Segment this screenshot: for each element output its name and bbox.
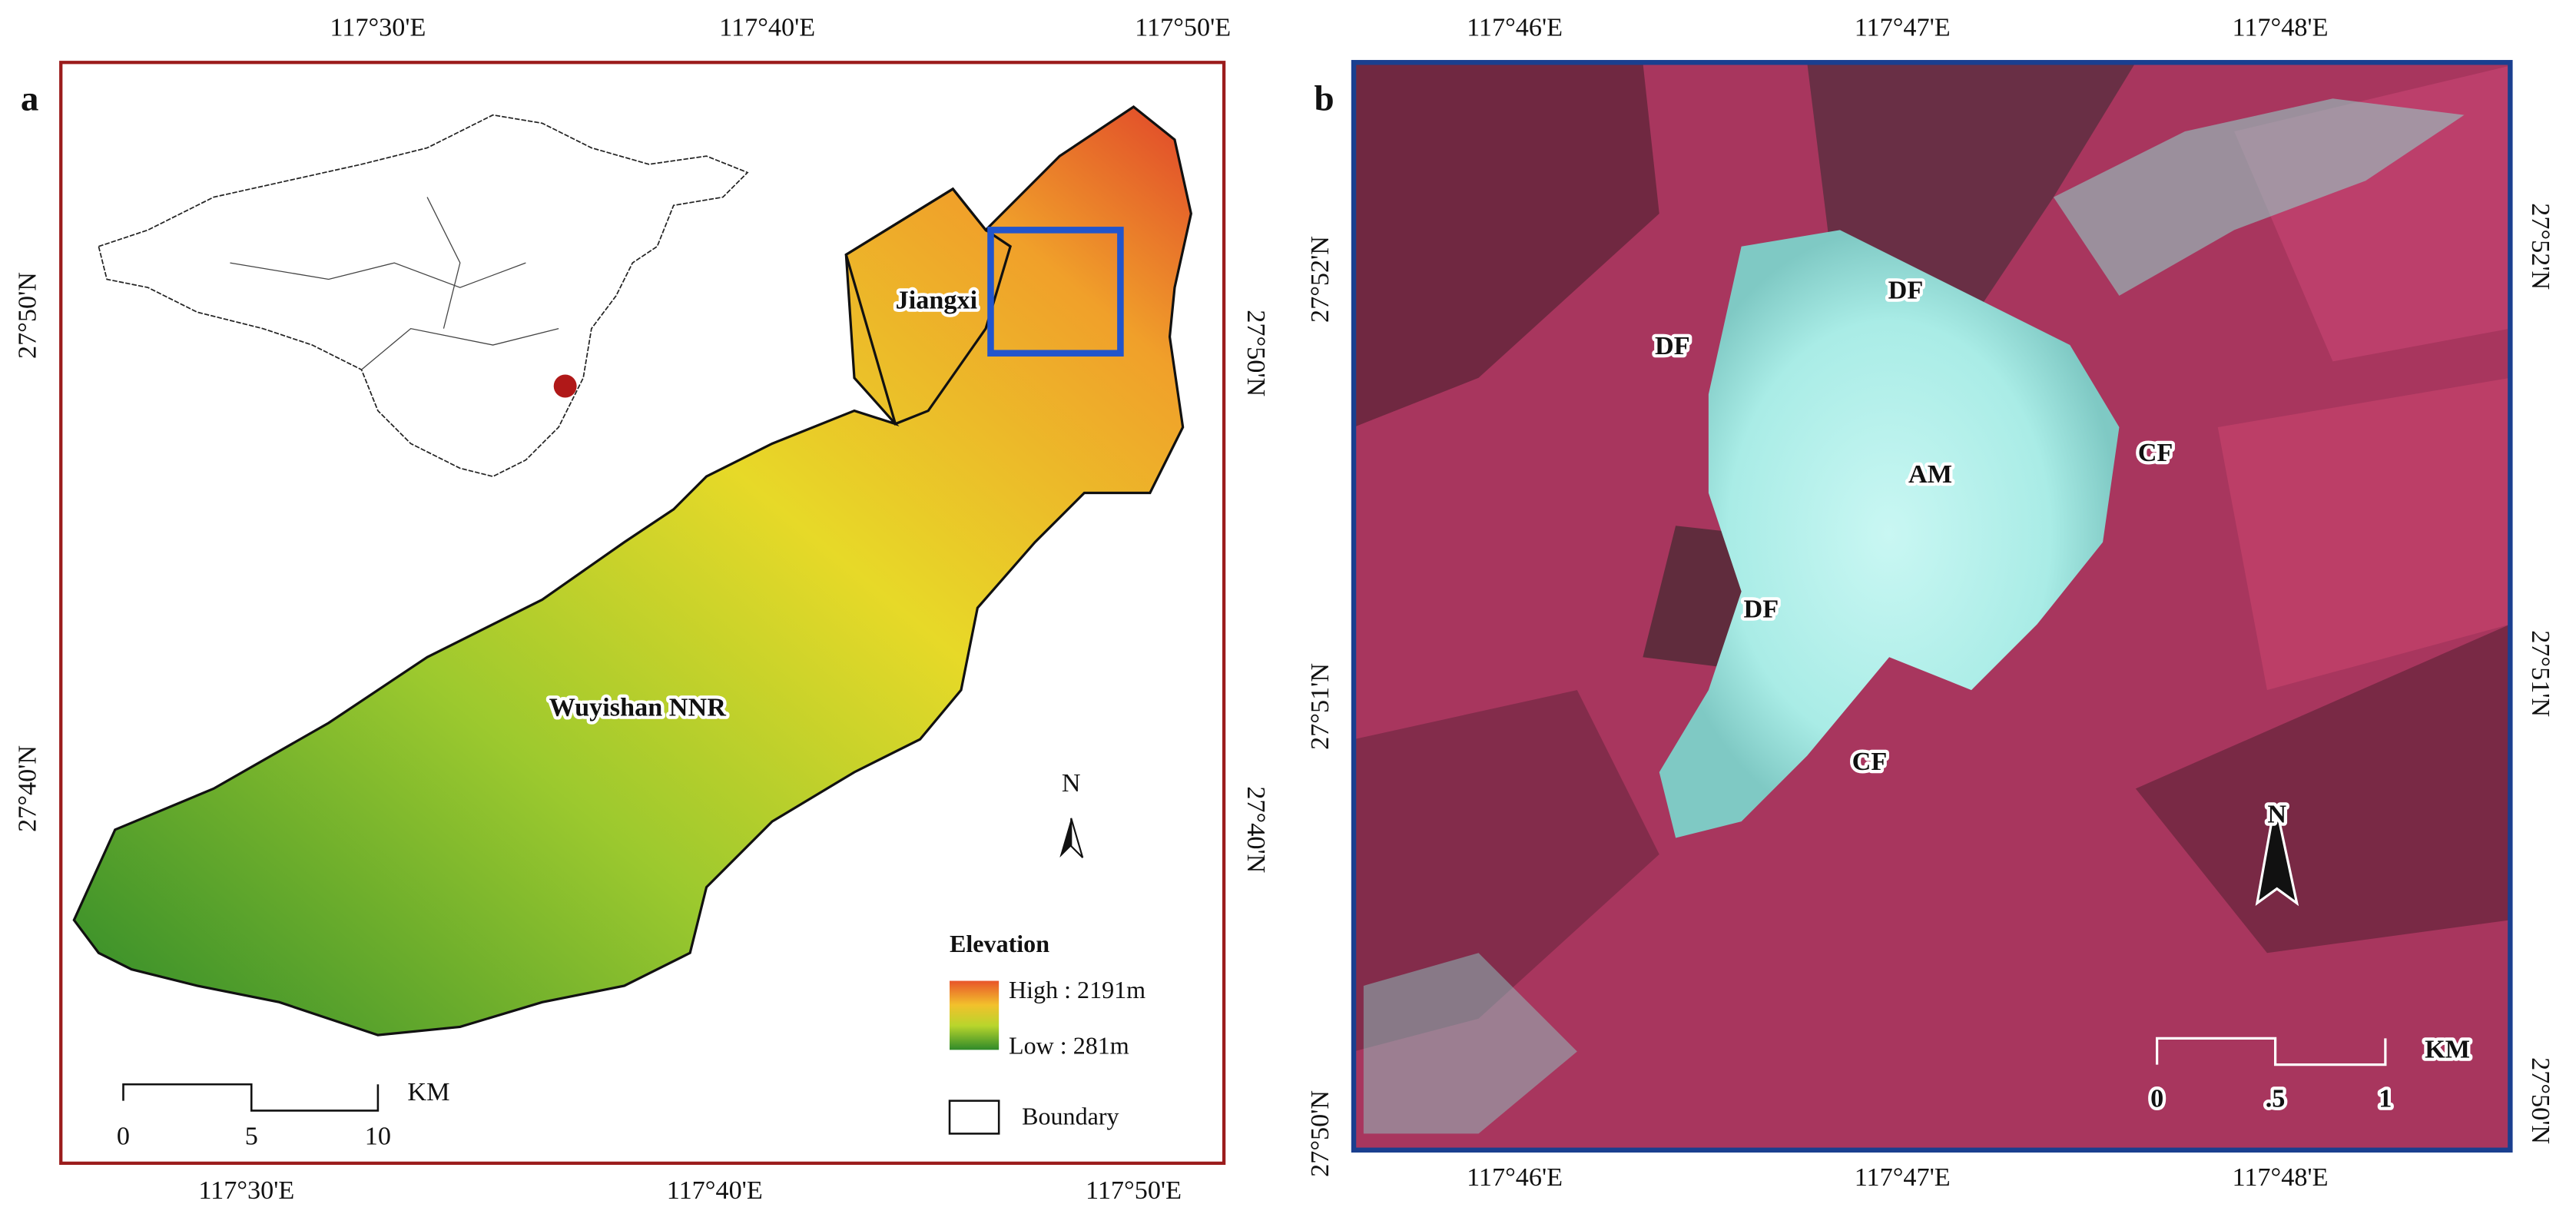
province-lines [230, 197, 559, 370]
china-outline [98, 114, 749, 478]
scale-label: 10 [365, 1123, 391, 1151]
top-tick-label: 117°30'E [330, 13, 426, 41]
top-tick-label: 117°46'E [1467, 13, 1563, 41]
north-arrow [1059, 818, 1072, 858]
class-label: CF [2138, 439, 2173, 467]
dark-slope [2135, 624, 2511, 954]
north-arrow [2255, 808, 2299, 907]
top-tick-label: 117°40'E [719, 13, 815, 41]
legend-high: High : 2191m [1009, 976, 1145, 1003]
right-tick-label: 27°50'N [1242, 310, 1270, 396]
scale-label: 1 [2379, 1084, 2392, 1113]
scale-label: .5 [2266, 1084, 2286, 1113]
class-label: DF [1888, 276, 1924, 304]
right-tick-label: 27°51'N [2526, 630, 2554, 717]
scale-label: 5 [245, 1123, 258, 1151]
alpine-meadow-patch [1363, 953, 1577, 1134]
scale-unit: KM [2425, 1035, 2470, 1063]
north-label: N [2267, 801, 2286, 829]
bottom-tick-label: 117°50'E [1086, 1176, 1182, 1205]
left-tick-label: 27°40'N [13, 745, 41, 832]
north-arrow [1070, 818, 1084, 858]
class-label: AM [1908, 460, 1952, 489]
bright-slope [2217, 377, 2511, 691]
bottom-tick-label: 117°30'E [198, 1176, 294, 1205]
alpine-meadow [1659, 230, 2120, 838]
north-label: N [1062, 769, 1081, 798]
legend-boundary-swatch [948, 1100, 1000, 1135]
legend-low: Low : 281m [1009, 1032, 1129, 1060]
left-tick-label: 27°52'N [1306, 236, 1334, 323]
right-tick-label: 27°52'N [2526, 203, 2554, 290]
left-tick-label: 27°50'N [13, 272, 41, 359]
scale-label: 0 [2150, 1084, 2163, 1113]
scale-unit: KM [407, 1078, 449, 1106]
dark-slope [1354, 690, 1659, 1052]
scale-label: 0 [117, 1123, 130, 1151]
scale-bar [2156, 1037, 2387, 1066]
place-label: Jiangxi [896, 286, 977, 314]
bottom-tick-label: 117°48'E [2233, 1163, 2329, 1192]
bottom-tick-label: 117°46'E [1467, 1163, 1563, 1192]
bottom-tick-label: 117°40'E [667, 1176, 763, 1205]
panel-label: b [1314, 78, 1334, 118]
class-label: DF [1744, 595, 1779, 623]
dark-slope [1354, 62, 1659, 427]
class-label: DF [1655, 332, 1690, 360]
location-dot [553, 374, 577, 398]
left-tick-label: 27°51'N [1306, 663, 1334, 750]
top-tick-label: 117°50'E [1135, 13, 1231, 41]
scale-bar [122, 1083, 380, 1112]
left-tick-label: 27°50'N [1306, 1090, 1334, 1177]
reserve-elevation [72, 105, 1192, 1037]
right-tick-label: 27°50'N [2526, 1057, 2554, 1144]
top-tick-label: 117°47'E [1855, 13, 1951, 41]
jiangxi-boundary [844, 187, 1013, 426]
panel-b-frame [1351, 60, 2513, 1153]
panel-label: a [21, 78, 39, 118]
study-area-box [987, 227, 1124, 357]
class-label: CF [1852, 748, 1888, 776]
place-label: Wuyishan NNR [549, 694, 727, 722]
alpine-meadow-patch [2053, 98, 2465, 296]
top-tick-label: 117°48'E [2233, 13, 2329, 41]
legend-title: Elevation [950, 930, 1049, 957]
legend-ramp [950, 980, 1000, 1050]
legend-boundary: Boundary [1022, 1103, 1119, 1130]
bottom-tick-label: 117°47'E [1855, 1163, 1951, 1192]
right-tick-label: 27°40'N [1242, 786, 1270, 873]
